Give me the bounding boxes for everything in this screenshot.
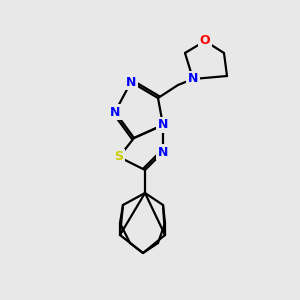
Text: O: O xyxy=(200,34,210,47)
Text: N: N xyxy=(188,73,198,85)
Text: N: N xyxy=(158,118,168,131)
Text: N: N xyxy=(126,76,136,88)
Text: N: N xyxy=(158,146,168,158)
Text: N: N xyxy=(110,106,120,118)
Text: S: S xyxy=(115,151,124,164)
